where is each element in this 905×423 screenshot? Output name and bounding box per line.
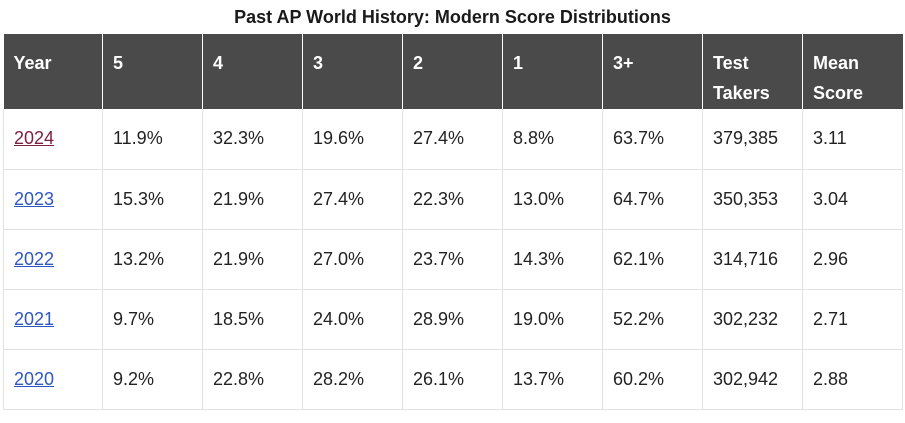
score-3-plus-cell: 64.7% — [602, 169, 703, 230]
score-3-plus-cell: 60.2% — [602, 349, 703, 410]
year-link[interactable]: 2020 — [14, 368, 55, 389]
table-row: 2023 15.3% 21.9% 27.4% 22.3% 13.0% 64.7%… — [3, 169, 903, 230]
score-3-plus-cell: 52.2% — [602, 289, 703, 350]
year-cell: 2020 — [3, 349, 103, 410]
table-row: 2022 13.2% 21.9% 27.0% 23.7% 14.3% 62.1%… — [3, 229, 903, 290]
score-5-cell: 9.2% — [102, 349, 203, 410]
header-score-4: 4 — [202, 34, 303, 109]
header-year: Year — [3, 34, 103, 109]
score-2-cell: 22.3% — [402, 169, 503, 230]
mean-score-cell: 3.04 — [802, 169, 903, 230]
table-row: 2024 11.9% 32.3% 19.6% 27.4% 8.8% 63.7% … — [3, 109, 903, 170]
score-1-cell: 13.0% — [502, 169, 603, 230]
score-distribution-table: Year 5 4 3 2 1 3+ Test Takers Mean Score… — [3, 34, 903, 410]
header-row: Year 5 4 3 2 1 3+ Test Takers Mean Score — [3, 34, 903, 109]
score-3-cell: 28.2% — [302, 349, 403, 410]
score-4-cell: 22.8% — [202, 349, 303, 410]
table-row: 2021 9.7% 18.5% 24.0% 28.9% 19.0% 52.2% … — [3, 289, 903, 350]
test-takers-cell: 314,716 — [702, 229, 803, 290]
year-cell: 2021 — [3, 289, 103, 350]
score-4-cell: 21.9% — [202, 229, 303, 290]
header-mean-score: Mean Score — [802, 34, 903, 109]
score-5-cell: 11.9% — [102, 109, 203, 170]
year-link[interactable]: 2022 — [14, 248, 55, 269]
year-cell: 2024 — [3, 109, 103, 170]
year-cell: 2022 — [3, 229, 103, 290]
mean-score-cell: 2.96 — [802, 229, 903, 290]
test-takers-cell: 302,942 — [702, 349, 803, 410]
score-5-cell: 13.2% — [102, 229, 203, 290]
mean-score-cell: 2.88 — [802, 349, 903, 410]
table-title: Past AP World History: Modern Score Dist… — [234, 7, 671, 27]
score-5-cell: 15.3% — [102, 169, 203, 230]
year-link[interactable]: 2021 — [14, 308, 55, 329]
test-takers-cell: 350,353 — [702, 169, 803, 230]
score-2-cell: 28.9% — [402, 289, 503, 350]
year-link[interactable]: 2023 — [14, 188, 55, 209]
mean-score-cell: 2.71 — [802, 289, 903, 350]
mean-score-cell: 3.11 — [802, 109, 903, 170]
score-4-cell: 18.5% — [202, 289, 303, 350]
header-score-1: 1 — [502, 34, 603, 109]
score-2-cell: 27.4% — [402, 109, 503, 170]
table-row: 2020 9.2% 22.8% 28.2% 26.1% 13.7% 60.2% … — [3, 349, 903, 410]
test-takers-cell: 379,385 — [702, 109, 803, 170]
score-3-cell: 27.0% — [302, 229, 403, 290]
score-3-plus-cell: 63.7% — [602, 109, 703, 170]
score-4-cell: 32.3% — [202, 109, 303, 170]
score-1-cell: 13.7% — [502, 349, 603, 410]
score-5-cell: 9.7% — [102, 289, 203, 350]
header-score-5: 5 — [102, 34, 203, 109]
header-3-plus: 3+ — [602, 34, 703, 109]
score-4-cell: 21.9% — [202, 169, 303, 230]
score-3-cell: 19.6% — [302, 109, 403, 170]
test-takers-cell: 302,232 — [702, 289, 803, 350]
score-2-cell: 26.1% — [402, 349, 503, 410]
year-cell: 2023 — [3, 169, 103, 230]
score-1-cell: 14.3% — [502, 229, 603, 290]
score-2-cell: 23.7% — [402, 229, 503, 290]
score-1-cell: 8.8% — [502, 109, 603, 170]
header-test-takers: Test Takers — [702, 34, 803, 109]
score-1-cell: 19.0% — [502, 289, 603, 350]
score-3-cell: 24.0% — [302, 289, 403, 350]
score-3-cell: 27.4% — [302, 169, 403, 230]
header-score-3: 3 — [302, 34, 403, 109]
score-3-plus-cell: 62.1% — [602, 229, 703, 290]
year-link[interactable]: 2024 — [14, 128, 55, 149]
header-score-2: 2 — [402, 34, 503, 109]
